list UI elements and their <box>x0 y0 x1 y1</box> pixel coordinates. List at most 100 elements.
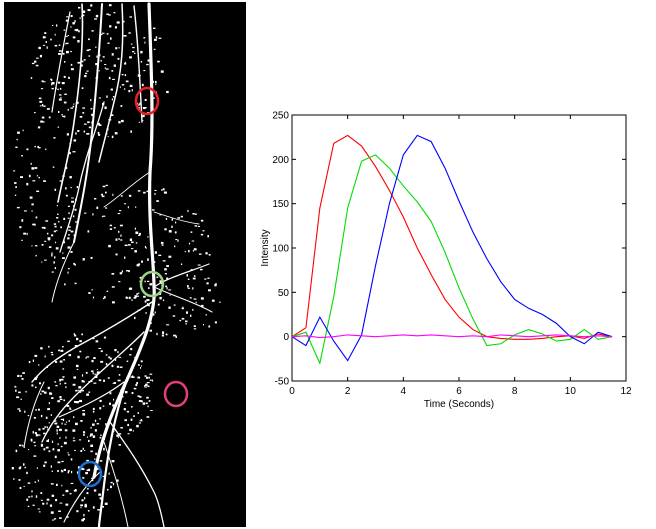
root-hair-speck <box>165 217 168 220</box>
root-hair-speck <box>137 395 140 397</box>
root-hair-speck <box>193 328 197 330</box>
root-hair-speck <box>215 283 217 286</box>
y-tick-label: 50 <box>278 288 290 299</box>
root-hair-speck <box>67 340 70 343</box>
root-hair-speck <box>198 253 202 255</box>
root-hair-speck <box>138 364 140 366</box>
root-hair-speck <box>119 272 123 275</box>
root-hair-speck <box>94 198 97 200</box>
root-hair-speck <box>140 50 143 54</box>
root-hair-speck <box>159 296 162 300</box>
root-hair-speck <box>69 176 72 179</box>
root-hair-speck <box>208 325 211 328</box>
root-hair-speck <box>147 304 150 307</box>
root-hair-speck <box>28 361 31 364</box>
root-hair-speck <box>92 296 95 299</box>
x-tick-label: 8 <box>512 386 518 397</box>
root-hair-speck <box>38 147 41 149</box>
root-hair-speck <box>77 355 80 359</box>
root-hair-speck <box>100 360 104 363</box>
root-branch <box>109 421 165 527</box>
root-hair-speck <box>108 14 111 16</box>
root-hair-speck <box>45 148 47 151</box>
root-hair-speck <box>87 488 89 490</box>
root-hair-speck <box>131 89 133 92</box>
root-hair-speck <box>134 356 136 360</box>
root-hair-speck <box>113 398 115 401</box>
root-hair-speck <box>95 14 99 18</box>
root-hair-speck <box>14 385 16 388</box>
root-hair-speck <box>37 508 40 510</box>
root-hair-speck <box>32 180 36 182</box>
root-hair-speck <box>18 391 21 394</box>
root-hair-speck <box>95 63 98 66</box>
root-hair-speck <box>21 155 23 157</box>
root-hair-speck <box>110 37 112 40</box>
root-hair-speck <box>130 418 133 421</box>
root-hair-speck <box>156 332 158 336</box>
root-hair-speck <box>69 142 72 145</box>
root-hair-speck <box>173 334 176 337</box>
root-hair-speck <box>67 454 70 456</box>
root-hair-speck <box>124 402 127 404</box>
root-hair-speck <box>175 335 177 338</box>
root-hair-speck <box>119 224 123 227</box>
root-hair-speck <box>75 101 79 104</box>
root-hair-speck <box>130 376 133 378</box>
root-hair-speck <box>115 47 118 50</box>
root-hair-speck <box>190 231 193 233</box>
root-hair-speck <box>149 379 152 381</box>
root-hair-speck <box>96 55 98 58</box>
root-hair-speck <box>98 54 101 57</box>
root-hair-speck <box>43 464 46 467</box>
root-hair-speck <box>116 365 119 368</box>
root-hair-speck <box>97 122 100 125</box>
y-tick-label: 250 <box>272 111 289 122</box>
root-hair-speck <box>62 257 65 259</box>
root-hair-speck <box>58 349 60 352</box>
root-hair-speck <box>101 216 104 218</box>
series-line-red <box>291 134 613 340</box>
root-hair-speck <box>120 195 123 197</box>
root-hair-speck <box>96 423 100 425</box>
root-hair-speck <box>118 230 120 233</box>
root-hair-speck <box>137 190 141 192</box>
root-hair-speck <box>71 200 74 203</box>
root-hair-speck <box>51 254 53 257</box>
root-hair-speck <box>31 210 33 212</box>
root-hair-speck <box>48 246 52 248</box>
root-hair-speck <box>97 509 100 511</box>
root-hair-speck <box>134 295 137 298</box>
root-hair-speck <box>112 193 114 196</box>
root-hair-speck <box>195 301 197 304</box>
root-branch <box>97 380 128 527</box>
root-hair-speck <box>42 121 45 123</box>
root-hair-speck <box>147 258 149 261</box>
root-hair-speck <box>187 209 189 213</box>
root-hair-speck <box>38 511 41 513</box>
root-hair-speck <box>181 307 184 310</box>
root-hair-speck <box>94 466 97 469</box>
root-hair-speck <box>120 239 123 241</box>
root-hair-speck <box>126 360 129 362</box>
root-hair-speck <box>47 439 49 441</box>
root-hair-speck <box>84 497 86 500</box>
root-hair-speck <box>26 232 28 236</box>
root-hair-speck <box>131 299 133 301</box>
root-hair-speck <box>70 107 74 109</box>
root-hair-speck <box>129 428 132 432</box>
root-hair-speck <box>66 133 69 136</box>
series-line-blue <box>291 134 613 362</box>
root-hair-speck <box>83 380 85 383</box>
root-hair-speck <box>70 63 73 66</box>
root-hair-speck <box>54 267 56 270</box>
root-hair-speck <box>139 396 142 398</box>
root-hair-speck <box>127 423 130 427</box>
root-hair-speck <box>43 226 46 230</box>
root-hair-speck <box>118 433 122 435</box>
root-hair-speck <box>62 115 65 117</box>
root-hair-speck <box>27 415 30 417</box>
root-hair-speck <box>72 105 75 108</box>
root-hair-speck <box>45 41 47 43</box>
root-hair-speck <box>91 289 93 291</box>
